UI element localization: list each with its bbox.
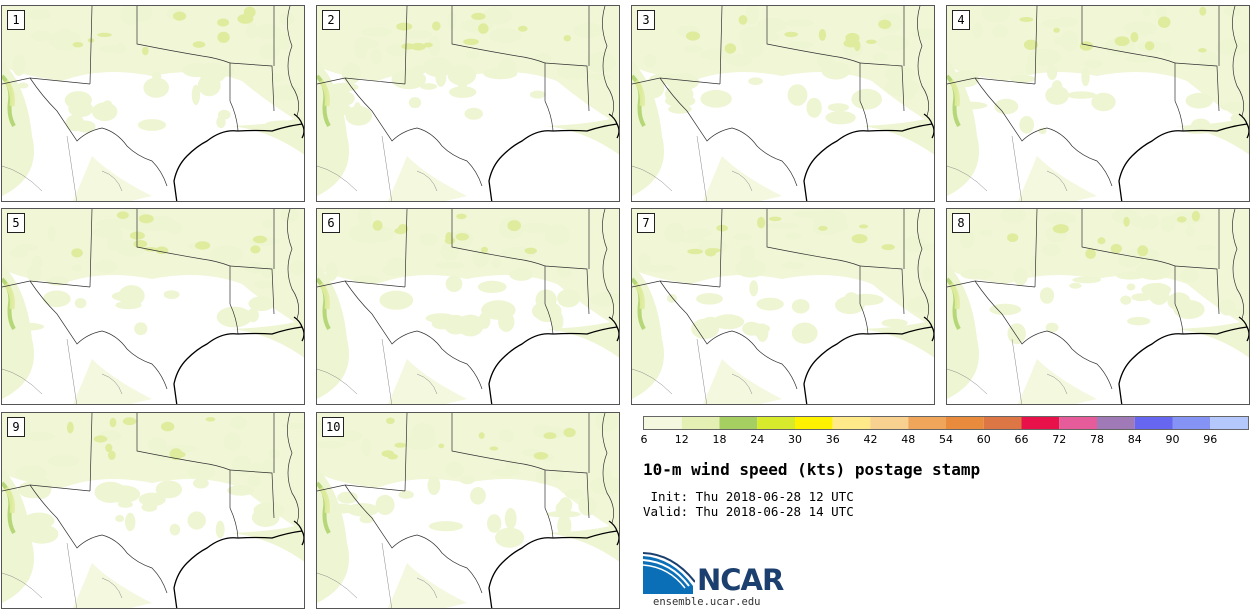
colorbar-swatches	[643, 416, 1249, 430]
colorbar-swatch	[983, 417, 1022, 429]
colorbar-tick-label: 36	[825, 433, 840, 446]
colorbar-tick-label: 78	[1090, 433, 1104, 446]
colorbar-swatch	[757, 417, 795, 429]
member-number-label: 6	[322, 213, 340, 233]
colorbar-swatch	[1021, 417, 1060, 429]
colorbar-border	[643, 416, 1249, 430]
ensemble-member-map: 3	[631, 5, 935, 202]
valid-time: Valid: Thu 2018-06-28 14 UTC	[643, 504, 854, 519]
colorbar-tick-label: 84	[1127, 433, 1142, 446]
ensemble-member-map: 2	[316, 5, 620, 202]
colorbar-tick-label: 12	[674, 433, 689, 446]
ensemble-member-map: 8	[946, 208, 1250, 405]
colorbar-tick-label: 60	[976, 433, 991, 446]
colorbar-swatch	[870, 417, 909, 429]
ensemble-member-map: 7	[631, 208, 935, 405]
colorbar-tick-label: 48	[901, 433, 916, 446]
member-number-label: 7	[637, 213, 655, 233]
ensemble-member-map: 6	[316, 208, 620, 405]
ensemble-member-map: 9	[1, 412, 305, 609]
ncar-logo-icon	[643, 552, 695, 594]
colorbar-swatch	[719, 417, 758, 429]
ensemble-member-map: 1	[1, 5, 305, 202]
colorbar-swatch	[832, 417, 871, 429]
member-number-label: 8	[952, 213, 970, 233]
colorbar-tick-label: 6	[640, 433, 648, 446]
colorbar-swatch	[1172, 417, 1211, 429]
colorbar-tick-label: 54	[939, 433, 953, 446]
ensemble-member-map: 5	[1, 208, 305, 405]
member-number-label: 10	[322, 417, 345, 437]
colorbar-tick-label: 72	[1052, 433, 1067, 446]
colorbar-swatch	[1210, 417, 1248, 429]
member-number-label: 5	[7, 213, 25, 233]
colorbar-swatch	[681, 417, 720, 429]
colorbar-swatch	[946, 417, 984, 429]
colorbar-tick-label: 96	[1203, 433, 1218, 446]
colorbar-swatch	[908, 417, 946, 429]
colorbar-tick-label: 18	[712, 433, 727, 446]
colorbar-tick-label: 24	[750, 433, 765, 446]
colorbar-swatch	[795, 417, 833, 429]
website-link[interactable]: ensemble.ucar.edu	[653, 596, 761, 608]
colorbar	[643, 415, 1249, 434]
init-time: Init: Thu 2018-06-28 12 UTC	[643, 489, 854, 504]
member-number-label: 3	[637, 10, 655, 30]
colorbar-swatch	[1097, 417, 1135, 429]
ensemble-member-map: 4	[946, 5, 1250, 202]
colorbar-tick-label: 42	[863, 433, 878, 446]
colorbar-swatch	[1134, 417, 1173, 429]
ensemble-member-map: 10	[316, 412, 620, 609]
colorbar-swatch	[1059, 417, 1097, 429]
member-number-label: 2	[322, 10, 340, 30]
ncar-logo-text: NCAR	[697, 563, 784, 597]
member-number-label: 9	[7, 417, 25, 437]
member-number-label: 4	[952, 10, 970, 30]
colorbar-tick-label: 90	[1165, 433, 1180, 446]
member-number-label: 1	[7, 10, 25, 30]
colorbar-swatch	[644, 417, 682, 429]
colorbar-tick-label: 66	[1014, 433, 1029, 446]
figure-title: 10-m wind speed (kts) postage stamp	[643, 460, 981, 479]
colorbar-tick-label: 30	[788, 433, 802, 446]
